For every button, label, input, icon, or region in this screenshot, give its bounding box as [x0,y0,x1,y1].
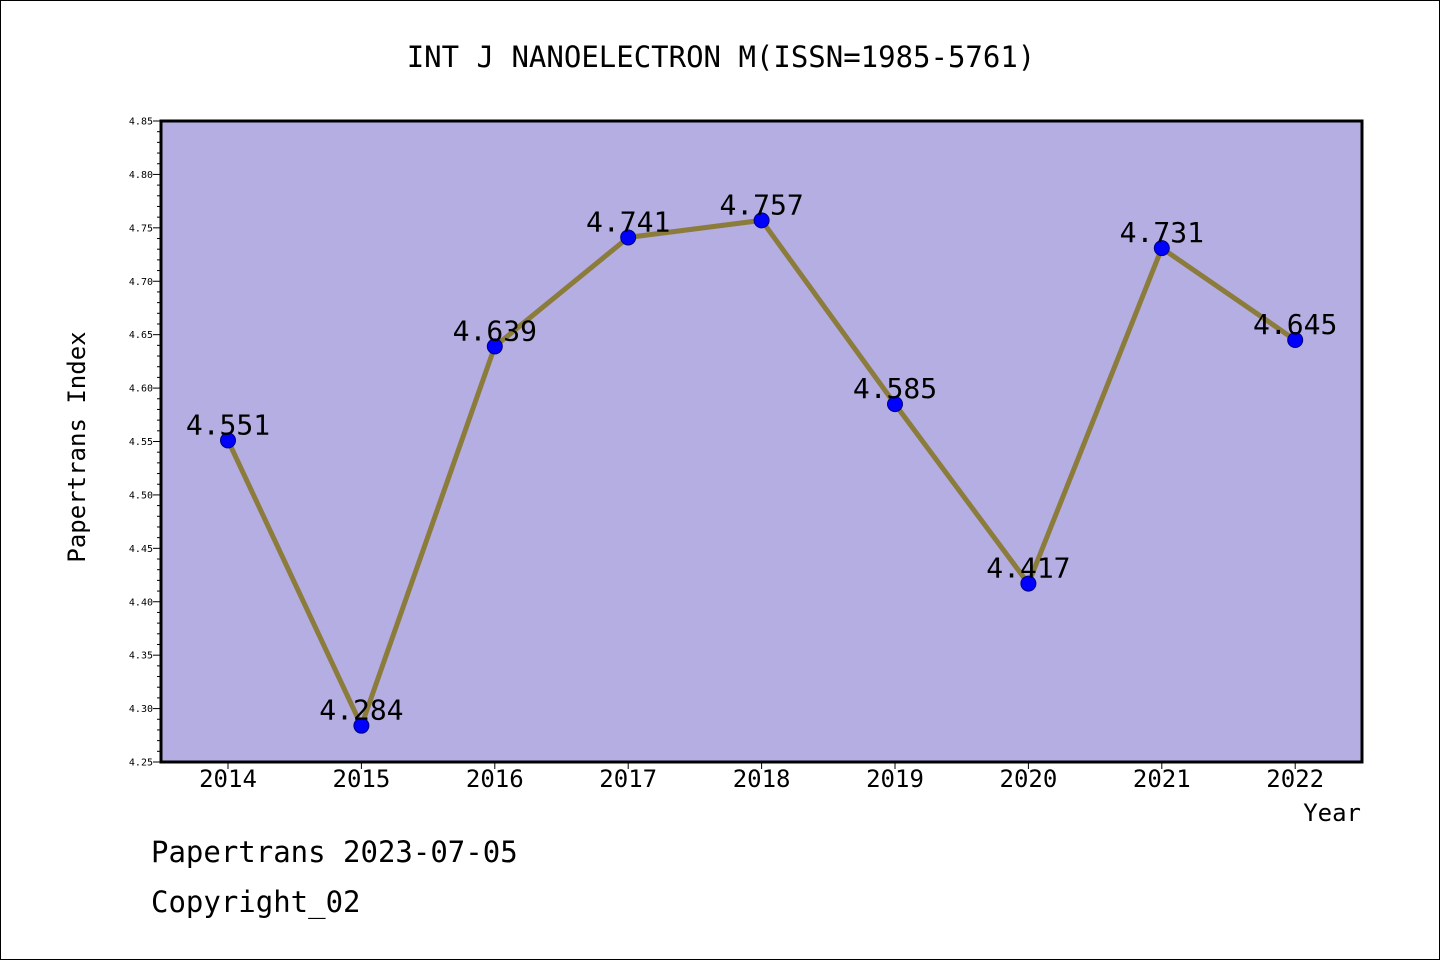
data-label: 4.639 [453,314,537,347]
data-label: 4.551 [186,408,270,441]
y-tick-label: 4.55 [129,437,153,448]
y-tick-label: 4.70 [129,277,153,288]
y-tick-label: 4.60 [129,384,153,395]
data-label: 4.585 [853,372,937,405]
x-tick-label: 2015 [333,765,391,793]
data-label: 4.757 [719,188,803,221]
series-group: 4.551 4.284 4.639 4.741 4.757 4.585 4.417 4.731… [186,188,1337,734]
y-axis: 4.25 4.30 4.35 4.40 4.45 4.50 4.55 4.60 4.65 4.70… [129,117,161,769]
chart-title: INT J NANOELECTRON M(ISSN=1985-5761) [407,40,1036,74]
x-tick-label: 2022 [1266,765,1324,793]
data-point [1153,240,1170,257]
y-tick-label: 4.25 [129,758,153,769]
data-point [887,396,903,413]
data-point [486,338,503,355]
y-tick-label: 4.30 [129,704,153,715]
x-tick-label: 2019 [866,765,924,793]
x-tick-label: 2014 [199,765,257,793]
data-label: 4.284 [319,694,403,727]
data-point [1287,332,1304,349]
data-label: 4.731 [1120,216,1204,249]
data-point [1020,575,1037,592]
data-label: 4.741 [586,205,670,238]
x-axis: 2014 2015 2016 2017 2018 2019 2020 2021 2022 [199,762,1324,793]
x-axis-label: Year [1303,799,1361,827]
data-label: 4.417 [986,552,1070,585]
y-tick-label: 4.80 [129,170,153,181]
x-tick-label: 2017 [599,765,657,793]
y-tick-label: 4.85 [129,117,153,128]
y-tick-label: 4.35 [129,651,153,662]
data-point [753,212,770,229]
x-tick-label: 2018 [733,765,791,793]
y-tick-label: 4.65 [129,330,153,341]
x-tick-label: 2020 [1000,765,1058,793]
y-tick-label: 4.40 [129,597,153,608]
footer-date-line: Papertrans 2023-07-05 [151,835,518,869]
x-tick-label: 2021 [1133,765,1191,793]
data-point [620,229,637,246]
y-tick-label: 4.75 [129,223,153,234]
x-tick-label: 2016 [466,765,524,793]
y-tick-label: 4.50 [129,490,153,501]
data-point [353,717,370,734]
footer-copyright-line: Copyright_02 [151,885,361,919]
data-label: 4.645 [1253,308,1337,341]
data-point [220,432,236,449]
y-axis-label: Papertrans Index [63,331,91,562]
y-tick-label: 4.45 [129,544,153,555]
